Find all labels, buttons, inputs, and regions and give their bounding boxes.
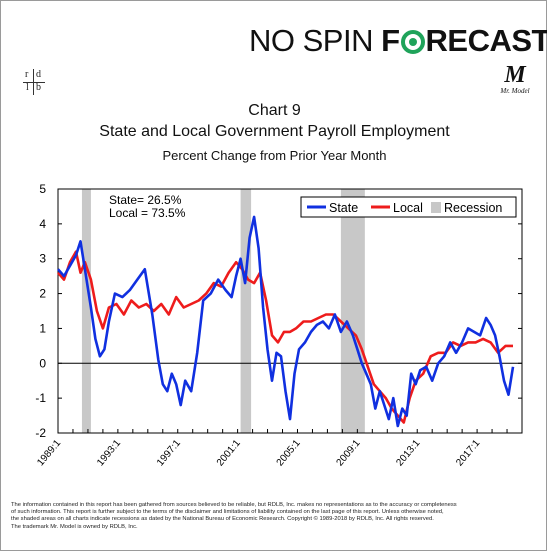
rdlb-letter-l: l: [26, 82, 29, 93]
forecast-o-icon: [400, 30, 425, 54]
rdlb-letter-d: d: [36, 69, 41, 80]
rdlb-letter-r: r: [25, 69, 29, 80]
local-series-line: [57, 250, 513, 424]
line-chart: -2 -1 0 1 2 3 4 5 1989:1 1993:1 1997:1 2001:1 2005:1…: [35, 182, 523, 469]
legend-box: [300, 196, 517, 218]
y-tick-label: 4: [39, 217, 46, 231]
y-tick-label: 1: [39, 321, 46, 335]
y-tick-label: 5: [39, 182, 46, 196]
x-tick-label: 2009:1: [335, 438, 363, 469]
disclaimer-line: of such information. This report is furt…: [11, 509, 444, 516]
state-series-line: [57, 215, 515, 428]
x-tick-label: 2017:1: [454, 438, 482, 469]
y-tick-label: 2: [39, 287, 46, 301]
x-tick-label: 2013:1: [394, 438, 422, 469]
brand-text-recast: RECAST: [425, 23, 547, 58]
recession-band: [240, 189, 252, 433]
recession-band: [340, 189, 365, 433]
x-tick-label: 2001:1: [215, 438, 243, 469]
y-tick-label: -2: [35, 426, 46, 440]
chart-title: Chart 9: [248, 102, 301, 119]
share-annotation: Local = 73.5%: [109, 206, 186, 220]
disclaimer-line: The trademark Mr. Model is owned by RDLB…: [11, 523, 138, 530]
legend: State Local Recession: [300, 196, 517, 218]
plot-area: [57, 188, 523, 434]
legend-label: Local: [393, 201, 423, 215]
rdlb-logo: r d l b: [21, 69, 47, 95]
disclaimer: The information contained in this report…: [11, 502, 541, 531]
y-tick-label: -1: [35, 391, 46, 405]
legend-swatch-recession: [431, 202, 441, 213]
share-annotation: State= 26.5%: [109, 193, 182, 207]
legend-label: Recession: [444, 201, 502, 215]
mr-model-logo: M Mr. Model: [498, 63, 532, 95]
x-tick-label: 1997:1: [155, 438, 183, 469]
y-tick-label: 3: [39, 252, 46, 266]
brand-logo: NO SPIN F RECAST: [249, 23, 547, 59]
brand-text-left: NO SPIN: [249, 23, 373, 58]
disclaimer-line: The information contained in this report…: [11, 502, 457, 508]
rdlb-letter-b: b: [36, 82, 41, 93]
legend-label: State: [329, 201, 358, 215]
disclaimer-line: the shaded areas on all charts indicate …: [11, 516, 434, 523]
x-tick-label: 1989:1: [35, 438, 63, 469]
x-tick-label: 2005:1: [275, 438, 303, 469]
y-tick-label: 0: [39, 356, 46, 370]
brand-text-f: F: [381, 23, 400, 58]
mr-model-text: Mr. Model: [500, 87, 530, 95]
mr-model-mark: M: [504, 62, 526, 88]
recession-band: [81, 189, 91, 433]
chart-subtitle-2: Percent Change from Prior Year Month: [162, 148, 387, 163]
chart-subtitle: State and Local Government Payroll Emplo…: [99, 123, 450, 140]
x-tick-label: 1993:1: [95, 438, 123, 469]
